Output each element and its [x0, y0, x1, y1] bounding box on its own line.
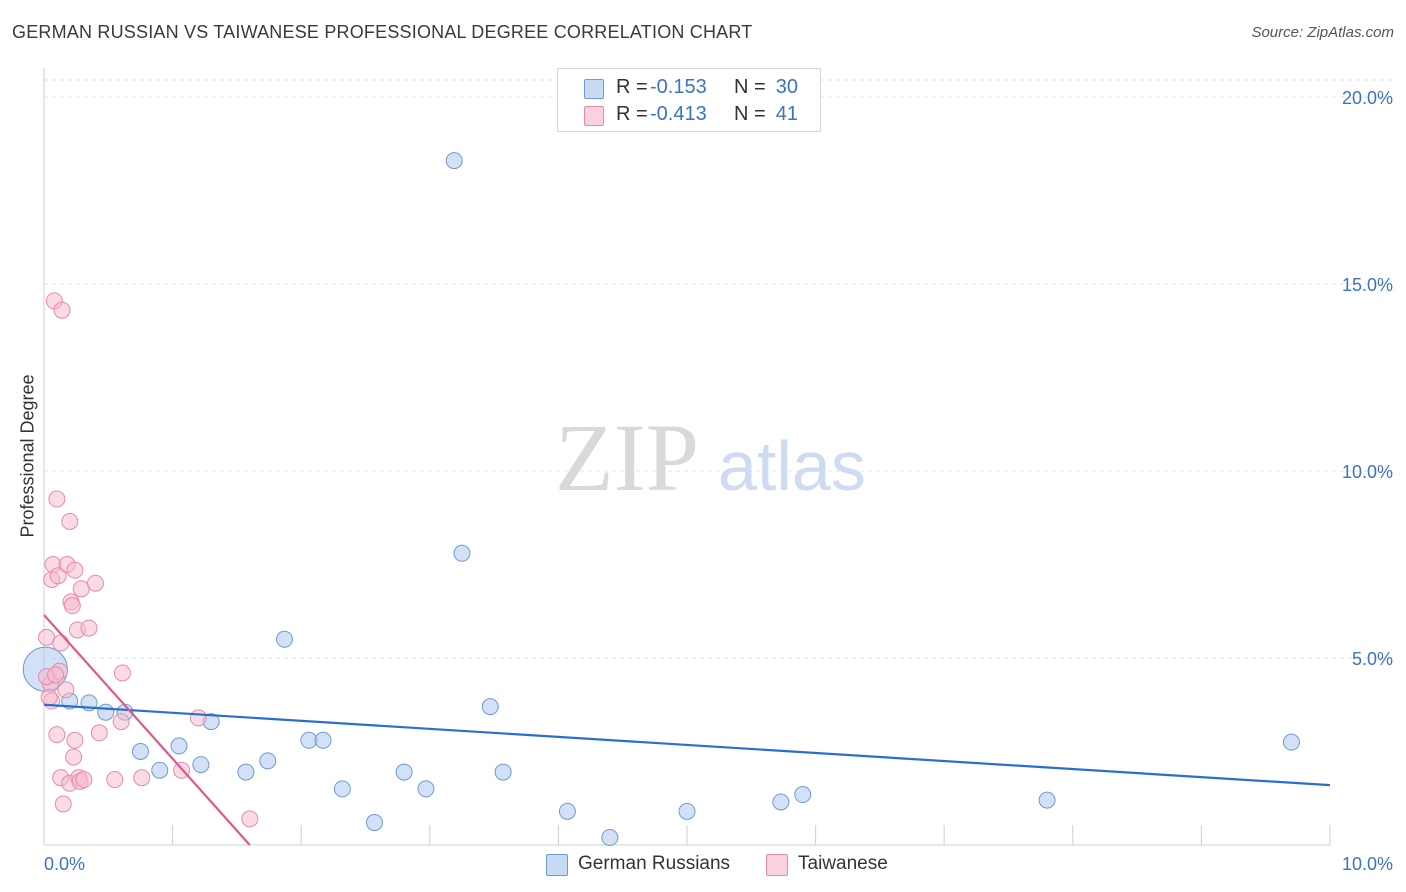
r-value: -0.413	[650, 103, 707, 125]
taiwanese-point	[90, 724, 108, 742]
stats-legend: R = -0.153 N = 30 R = -0.413 N = 41	[557, 68, 821, 132]
german-russians-point	[481, 698, 499, 716]
taiwanese-point	[63, 597, 81, 615]
german-russians-swatch	[546, 854, 568, 876]
taiwanese-point	[133, 769, 151, 787]
german-russians-point	[1282, 733, 1300, 751]
german-russians-point	[601, 829, 619, 847]
taiwanese-point	[57, 681, 75, 699]
taiwanese-point	[72, 580, 90, 598]
taiwanese-point	[53, 301, 71, 319]
y-tick-label: 10.0%	[1342, 462, 1393, 482]
taiwanese-swatch	[766, 854, 788, 876]
series-legend: German Russians Taiwanese	[0, 852, 1406, 878]
y-tick-label: 5.0%	[1352, 649, 1393, 669]
stats-row-german-russians: R = -0.153 N = 30	[558, 75, 820, 101]
taiwanese-point	[189, 709, 207, 727]
german-russians-point	[794, 786, 812, 804]
german-russians-point	[151, 761, 169, 779]
german-russians-point	[170, 737, 188, 755]
german-russians-point	[417, 780, 435, 798]
taiwanese-point	[113, 664, 131, 682]
y-tick-label: 15.0%	[1342, 275, 1393, 295]
n-label: N =	[734, 76, 766, 98]
taiwanese-point	[112, 713, 130, 731]
watermark-atlas: atlas	[718, 427, 866, 505]
taiwanese-point	[61, 512, 79, 530]
taiwanese-point	[80, 619, 98, 637]
german-russians-point	[131, 743, 149, 760]
legend-label: Taiwanese	[798, 853, 888, 874]
german-russians-point	[97, 703, 115, 721]
legend-label: German Russians	[578, 853, 731, 874]
german-russians-point	[237, 763, 255, 781]
taiwanese-point	[106, 771, 124, 789]
german-russians-point	[275, 630, 293, 648]
taiwanese-point	[54, 795, 72, 813]
german-russians-point	[445, 152, 463, 170]
german-russians-point	[453, 544, 471, 562]
taiwanese-point	[48, 490, 66, 508]
german-russians-swatch	[584, 79, 604, 99]
taiwanese-point	[52, 634, 70, 652]
taiwanese-point	[66, 731, 84, 749]
gridlines	[44, 79, 1392, 659]
r-value: -0.153	[650, 76, 707, 98]
watermark-zip: ZIP	[555, 404, 699, 511]
taiwanese-swatch	[584, 106, 604, 126]
trend-lines	[43, 614, 1331, 846]
german-russians-point	[314, 731, 332, 749]
taiwanese-point	[86, 574, 104, 592]
source-label: Source: ZipAtlas.com	[1251, 24, 1394, 41]
german-russians-point	[333, 780, 351, 798]
r-label: R =	[616, 103, 648, 125]
taiwanese-point	[75, 771, 93, 789]
n-value: 30	[775, 76, 798, 98]
chart-title: GERMAN RUSSIAN VS TAIWANESE PROFESSIONAL…	[12, 22, 753, 42]
german-russians-point	[678, 802, 696, 820]
german-russians-point	[1038, 791, 1056, 809]
x-tick-label-max: 10.0%	[1342, 854, 1393, 874]
n-value: 41	[775, 103, 798, 125]
data-points	[22, 152, 1300, 847]
german-russians-point	[494, 763, 512, 781]
r-label: R =	[616, 76, 648, 98]
german-russians-point	[558, 802, 576, 820]
taiwanese-trend-line	[43, 614, 251, 846]
x-tick-label-min: 0.0%	[44, 854, 85, 874]
taiwanese-point	[48, 726, 66, 744]
taiwanese-point	[65, 748, 83, 766]
stats-row-taiwanese: R = -0.413 N = 41	[558, 102, 820, 128]
watermark: ZIP atlas	[555, 404, 866, 511]
taiwanese-point	[47, 666, 65, 684]
n-label: N =	[734, 103, 766, 125]
taiwanese-point	[49, 567, 67, 585]
german-russians-point	[259, 752, 277, 770]
taiwanese-point	[40, 688, 58, 706]
german-russians-point	[366, 814, 384, 832]
axes	[43, 68, 1331, 846]
y-tick-label: 20.0%	[1342, 88, 1393, 108]
german-russians-point	[192, 756, 210, 774]
taiwanese-point	[38, 628, 56, 646]
german-russians-trend-line	[43, 703, 1331, 787]
german-russians-point	[395, 763, 413, 781]
german-russians-point	[772, 793, 790, 811]
tick-labels: 20.0% 15.0% 10.0% 5.0% 0.0% 10.0%	[44, 88, 1393, 874]
taiwanese-point	[66, 561, 84, 579]
taiwanese-point	[241, 810, 259, 828]
german-russians-point	[300, 731, 318, 749]
